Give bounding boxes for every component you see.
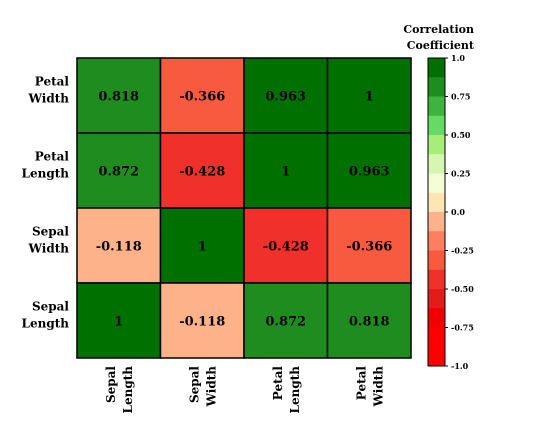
legend-title-line: Coefficient <box>407 39 475 52</box>
y-tick-label: Sepal Width <box>28 225 70 256</box>
legend-tick-label: -0.25 <box>451 246 474 256</box>
cell-value-label: 1 <box>281 165 290 180</box>
y-tick-label: Sepal Length <box>22 300 70 331</box>
cell-value-label: 0.818 <box>98 90 139 105</box>
legend-color-bin <box>428 231 445 251</box>
y-tick-label-line: Length <box>22 167 70 181</box>
heatmap-cell <box>76 282 162 359</box>
cell-value-label: 0.818 <box>349 315 390 330</box>
cell-value-label: 0.872 <box>98 165 139 180</box>
cell-value-label: 1 <box>365 90 374 105</box>
cell-value-label: -0.118 <box>179 315 225 330</box>
legend-tick-label: 0.50 <box>451 130 471 140</box>
x-tick-label-line: Petal <box>354 366 368 401</box>
cell-value-label: 1 <box>198 240 207 255</box>
x-tick-label-line: Sepal <box>104 366 118 403</box>
cell-value-label: 0.963 <box>349 165 390 180</box>
x-axis-labels: Sepal Length Sepal Width Petal Length Petal Wid… <box>104 366 386 414</box>
legend-color-bin <box>428 173 445 194</box>
heatmap-cell <box>159 132 245 209</box>
legend-color-bin <box>428 250 445 271</box>
heatmap-cell <box>326 282 412 359</box>
legend-color-bin <box>428 77 445 97</box>
x-tick-label: Sepal Width <box>187 366 218 408</box>
y-axis-labels: Petal Width Petal Length Sepal Width Sepal Leng… <box>22 75 70 331</box>
legend-color-bin <box>428 212 445 232</box>
legend-color-bin <box>428 192 445 213</box>
legend-tick-label: 0.75 <box>451 92 470 102</box>
legend-color-bin <box>428 308 445 328</box>
legend-title-line: Correlation <box>403 23 474 36</box>
cell-value-label: 0.963 <box>265 90 306 105</box>
x-tick-label: Sepal Length <box>104 366 135 414</box>
cell-value-label: -0.366 <box>346 240 392 255</box>
y-tick-label-line: Sepal <box>32 225 69 239</box>
legend-color-bin <box>428 154 445 174</box>
y-tick-label-line: Petal <box>35 75 70 89</box>
heatmap-cells: 0.818 -0.366 0.963 1 0.872 -0.428 1 0.963 -0.118… <box>76 57 412 359</box>
legend-tick-label: -1.0 <box>451 361 469 371</box>
legend-tick-label: 0.25 <box>451 169 470 179</box>
x-tick-label-line: Length <box>121 366 135 414</box>
heatmap-cell <box>326 57 412 134</box>
legend-tick-label: 1.0 <box>451 53 465 63</box>
cell-value-label: 0.872 <box>265 315 306 330</box>
legend-color-bin <box>428 58 445 78</box>
x-tick-label: Petal Width <box>354 366 385 408</box>
x-tick-label-line: Sepal <box>187 366 201 403</box>
cell-value-label: -0.428 <box>179 165 225 180</box>
legend-tick-label: -0.50 <box>451 284 474 294</box>
heatmap-cell <box>243 57 329 134</box>
legend-color-bin <box>428 346 445 367</box>
cell-value-label: -0.366 <box>179 90 225 105</box>
cell-value-label: -0.428 <box>263 240 309 255</box>
color-legend: 1.0 0.75 0.50 0.25 0.0 -0.25 -0.50 -0.75 -1.0 Cor… <box>403 23 474 371</box>
legend-color-bin <box>428 135 445 155</box>
legend-color-bin <box>428 269 445 290</box>
heatmap-cell <box>326 132 412 209</box>
x-tick-label: Petal Length <box>271 366 302 414</box>
legend-color-bin <box>428 327 445 348</box>
y-tick-label-line: Length <box>22 317 70 331</box>
heatmap-cell <box>326 207 412 284</box>
legend-color-bin <box>428 289 445 309</box>
y-tick-label-line: Width <box>28 92 70 106</box>
cell-value-label: 1 <box>114 315 123 330</box>
x-tick-label-line: Length <box>288 366 302 414</box>
legend-tick-label: 0.0 <box>451 207 465 217</box>
heatmap-cell <box>159 57 245 134</box>
x-tick-label-line: Petal <box>271 366 285 401</box>
y-tick-label-line: Sepal <box>32 300 69 314</box>
heatmap-cell <box>159 207 245 284</box>
y-tick-label-line: Width <box>28 242 70 256</box>
heatmap-cell <box>159 282 245 359</box>
y-tick-label: Petal Width <box>28 75 70 106</box>
x-tick-label-line: Width <box>204 366 218 408</box>
legend-color-bin <box>428 96 445 117</box>
y-tick-label: Petal Length <box>22 150 70 181</box>
cell-value-label: -0.118 <box>96 240 142 255</box>
x-tick-label-line: Width <box>371 366 385 408</box>
legend-color-bin <box>428 115 445 136</box>
heatmap-cell <box>76 57 162 134</box>
legend-tick-label: -0.75 <box>451 323 474 333</box>
y-tick-label-line: Petal <box>35 150 70 164</box>
